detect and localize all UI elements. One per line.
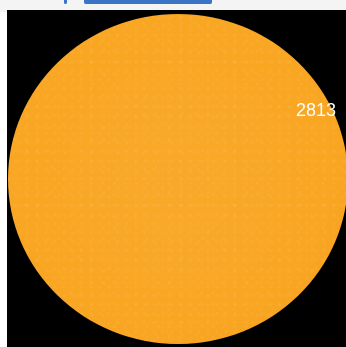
blue-mark-right [207,0,211,4]
sunspot-region-label: 2813 [296,100,337,120]
sun-disk [8,14,346,344]
blue-mark-center [84,0,212,4]
blue-mark-left [64,0,67,4]
